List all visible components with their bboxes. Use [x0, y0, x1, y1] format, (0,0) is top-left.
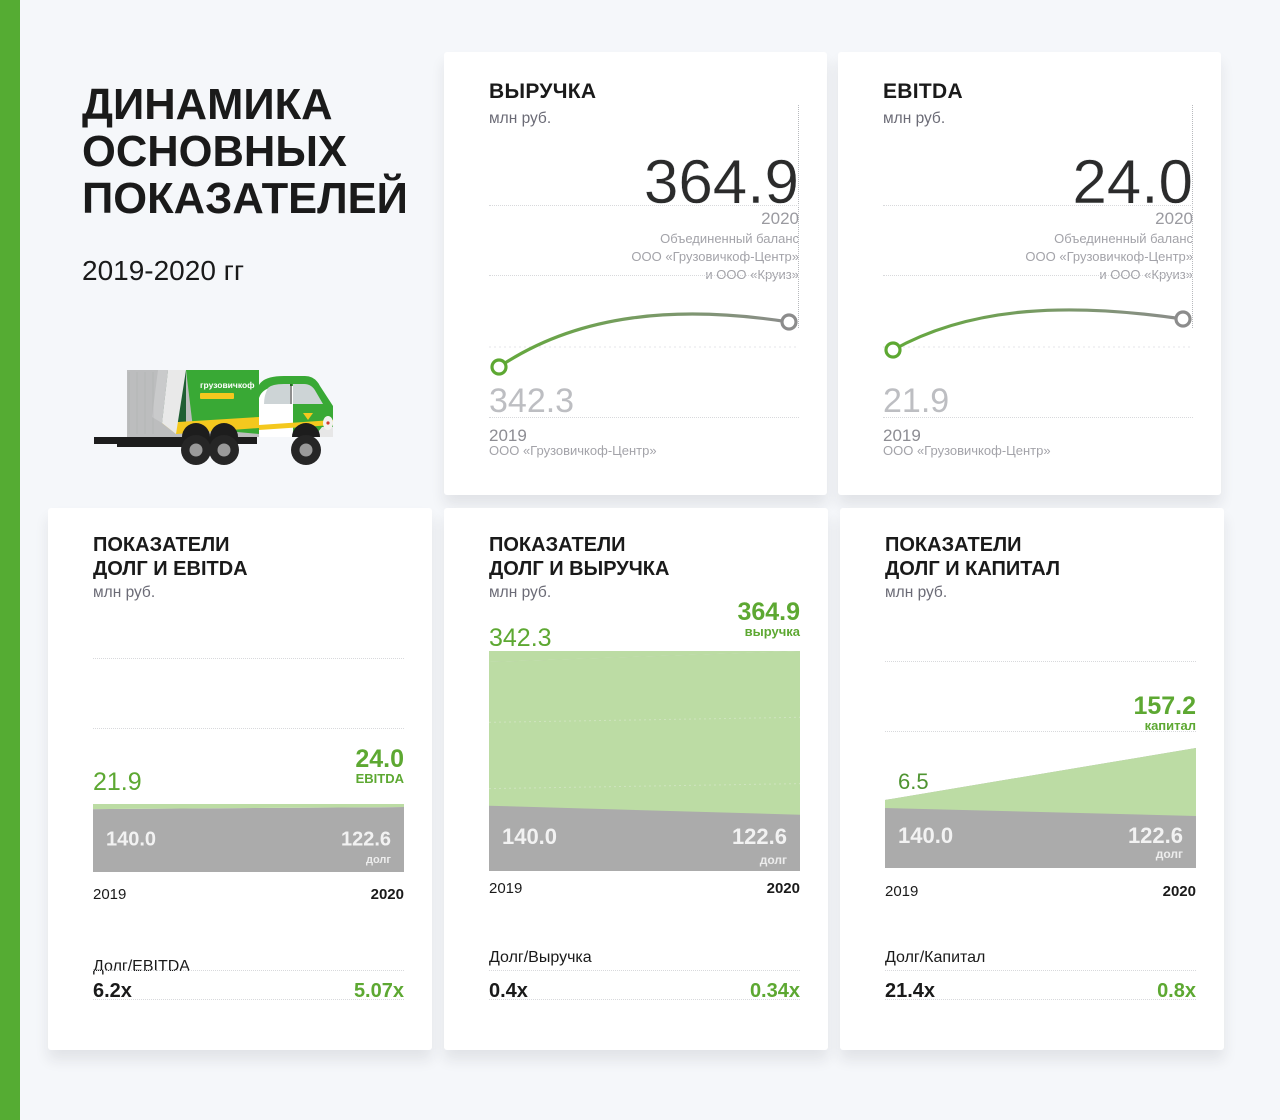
svg-text:грузовичкоф: грузовичкоф	[200, 380, 255, 390]
svg-text:140.0: 140.0	[502, 824, 557, 849]
svg-text:6.5: 6.5	[898, 769, 929, 794]
svg-text:долг: долг	[760, 853, 787, 867]
svg-text:140.0: 140.0	[106, 828, 156, 850]
svg-text:долг: долг	[366, 854, 391, 866]
svg-text:140.0: 140.0	[898, 823, 953, 848]
svg-text:122.6: 122.6	[341, 828, 391, 850]
svg-text:122.6: 122.6	[1128, 823, 1183, 848]
svg-text:122.6: 122.6	[732, 824, 787, 849]
svg-text:долг: долг	[1156, 847, 1183, 861]
